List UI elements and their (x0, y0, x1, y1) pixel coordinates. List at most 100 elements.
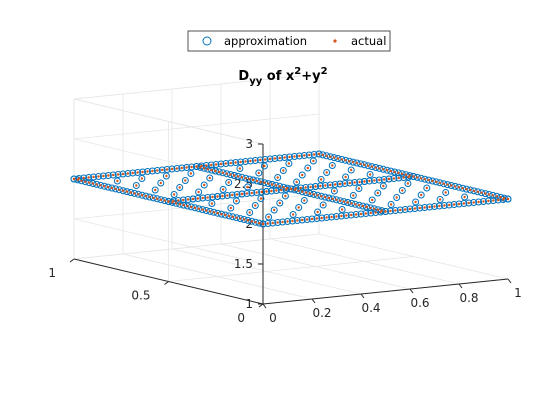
actual-point (319, 184, 322, 188)
actual-point (320, 195, 323, 198)
actual-point (144, 194, 148, 198)
y-tick-mark (69, 258, 75, 263)
actual-point (331, 197, 334, 201)
actual-point (368, 173, 372, 176)
actual-point (380, 209, 383, 212)
actual-point (438, 181, 442, 184)
actual-point (202, 167, 206, 170)
actual-point (99, 184, 102, 187)
actual-point (276, 176, 279, 179)
approximation-point (328, 213, 336, 221)
actual-point (389, 203, 393, 206)
actual-point (321, 153, 324, 157)
approximation-point (104, 172, 112, 179)
approximation-point (179, 196, 187, 204)
actual-point (203, 183, 206, 187)
axes-lines (69, 143, 512, 309)
actual-point (351, 160, 355, 164)
actual-point (250, 191, 253, 195)
actual-point (165, 174, 168, 178)
actual-point (286, 186, 289, 190)
actual-point (245, 192, 249, 195)
approximation-point (263, 188, 270, 195)
actual-point (369, 206, 372, 210)
actual-point (114, 187, 117, 191)
actual-point (376, 191, 379, 195)
approximation-point (289, 211, 297, 218)
actual-point (477, 200, 480, 204)
actual-point (335, 198, 338, 201)
actual-point (314, 185, 317, 188)
actual-point (91, 182, 95, 185)
approximation-point (406, 205, 414, 213)
actual-point (403, 208, 407, 211)
actual-point (95, 183, 98, 186)
grid-line-z-back (73, 113, 320, 140)
actual-point (151, 169, 154, 173)
approximation-point (333, 213, 340, 220)
actual-point (186, 204, 189, 208)
actual-point (249, 159, 252, 163)
actual-point (338, 199, 342, 202)
actual-point (236, 175, 240, 178)
actual-point (116, 179, 119, 183)
actual-point (308, 153, 311, 157)
actual-point (399, 208, 402, 212)
actual-point (343, 182, 347, 185)
approximation-point (189, 195, 197, 203)
actual-point (82, 176, 86, 180)
actual-point (303, 199, 306, 202)
approximation-point (411, 205, 419, 212)
actual-point (389, 209, 392, 213)
actual-point (393, 170, 396, 174)
approximation-point (313, 215, 321, 222)
actual-point (482, 200, 485, 203)
approximation-point (416, 204, 424, 212)
actual-point (189, 172, 193, 175)
actual-point (229, 206, 232, 210)
approximation-point (455, 200, 463, 208)
actual-point (254, 221, 257, 224)
actual-point (354, 203, 357, 206)
x-tick-mark (507, 278, 512, 284)
actual-point (229, 173, 232, 176)
actual-point (159, 198, 163, 201)
actual-point (325, 171, 328, 174)
actual-point (221, 171, 225, 174)
approximation-point (362, 210, 370, 217)
actual-point (469, 188, 472, 192)
approximation-point (367, 209, 375, 217)
actual-point (431, 179, 434, 183)
approximation-point (450, 201, 458, 208)
approximation-point (342, 173, 350, 181)
approximation-point (323, 169, 331, 176)
actual-point (335, 215, 338, 218)
actual-point (212, 211, 216, 214)
approximation-point (300, 152, 308, 159)
actual-point (121, 172, 125, 176)
approximation-point (251, 157, 259, 164)
actual-point (316, 210, 319, 214)
plot-data (70, 150, 512, 228)
actual-point (282, 169, 285, 172)
approximation-point (228, 191, 236, 199)
actual-point (270, 183, 274, 186)
actual-point (234, 161, 237, 164)
actual-point (211, 195, 214, 199)
x-tick-label: 0.6 (410, 296, 429, 310)
actual-point (121, 189, 125, 192)
actual-point (309, 185, 312, 189)
actual-point (428, 205, 431, 209)
actual-point (395, 196, 398, 199)
actual-point (497, 198, 500, 202)
approximation-point (347, 166, 355, 174)
approximation-point (288, 217, 296, 225)
actual-point (400, 172, 404, 175)
actual-point (131, 171, 134, 175)
approximation-point (157, 179, 165, 187)
actual-point (402, 176, 405, 179)
x-axis-line (262, 278, 509, 305)
approximation-point (248, 189, 256, 197)
actual-point (135, 184, 138, 187)
actual-point (457, 186, 461, 189)
